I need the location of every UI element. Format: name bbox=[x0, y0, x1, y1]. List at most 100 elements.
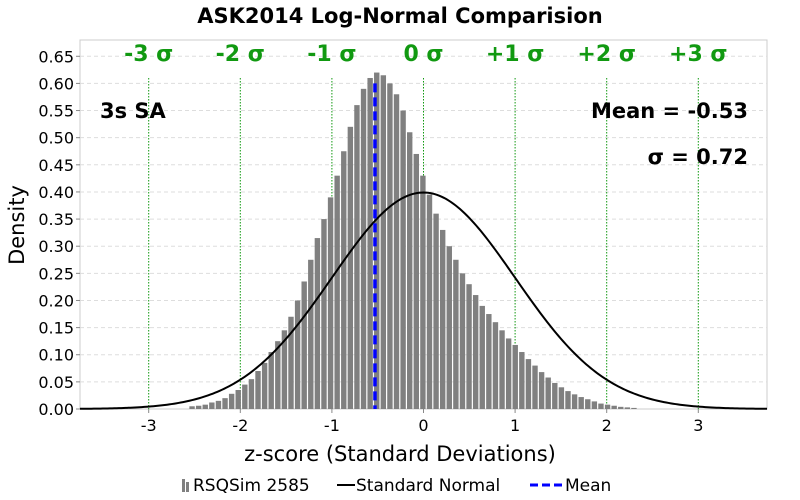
histogram-bar bbox=[499, 330, 505, 409]
sigma-label: -2 σ bbox=[216, 42, 265, 67]
legend-item-normal: Standard Normal bbox=[337, 476, 500, 496]
histogram-bar bbox=[446, 246, 452, 409]
x-tick-label: -3 bbox=[141, 416, 157, 435]
histogram-bar bbox=[591, 401, 598, 409]
y-tick-label: 0.50 bbox=[38, 129, 74, 148]
y-tick-label: 0.00 bbox=[38, 400, 74, 419]
histogram-bar bbox=[242, 384, 248, 409]
histogram-bar bbox=[400, 110, 406, 409]
histogram-bar bbox=[288, 316, 294, 409]
y-axis: 0.00 0.05 0.10 0.15 0.20 0.25 0.30 0.35 0.40 0.45… bbox=[38, 47, 80, 419]
legend: RSQSim 2585 Standard Normal Mean bbox=[182, 476, 611, 496]
histogram-bar bbox=[281, 330, 288, 409]
histogram-bar bbox=[327, 197, 334, 409]
histogram-bar bbox=[228, 393, 235, 409]
y-tick-label: 0.55 bbox=[38, 102, 74, 121]
histogram-bar bbox=[505, 338, 512, 409]
sigma-labels: -3 σ -2 σ -1 σ 0 σ +1 σ +2 σ +3 σ bbox=[124, 42, 727, 67]
histogram-bar bbox=[413, 153, 420, 409]
histogram-bar bbox=[314, 238, 321, 409]
y-tick-label: 0.15 bbox=[38, 319, 74, 338]
histogram-bar bbox=[321, 219, 327, 409]
legend-label-normal: Standard Normal bbox=[356, 476, 500, 496]
legend-swatch-histogram-2 bbox=[186, 482, 189, 492]
histogram-bar bbox=[255, 371, 261, 409]
histogram-bar bbox=[532, 365, 538, 409]
histogram-bar bbox=[479, 305, 485, 409]
histogram-bar bbox=[393, 94, 400, 409]
histogram-bar bbox=[407, 132, 413, 409]
histogram-bar bbox=[538, 372, 545, 409]
histogram-bar bbox=[525, 359, 532, 409]
y-tick-label: 0.20 bbox=[38, 291, 74, 310]
histogram-bar bbox=[433, 213, 439, 409]
histogram-bar bbox=[624, 407, 631, 409]
histogram-bar bbox=[387, 83, 393, 409]
period-annotation: 3s SA bbox=[100, 99, 167, 123]
mean-annotation: Mean = -0.53 bbox=[591, 99, 748, 123]
chart-title: ASK2014 Log-Normal Comparision bbox=[197, 4, 602, 28]
x-tick-label: -2 bbox=[232, 416, 248, 435]
x-tick-label: 3 bbox=[693, 416, 703, 435]
histogram-bar bbox=[453, 259, 459, 409]
y-tick-label: 0.35 bbox=[38, 210, 74, 229]
histogram-bar bbox=[235, 390, 241, 409]
histogram-bar bbox=[374, 72, 380, 409]
histogram-bar bbox=[202, 404, 208, 409]
legend-item-mean: Mean bbox=[530, 476, 611, 496]
histogram-bar bbox=[466, 284, 472, 409]
histogram-bar bbox=[512, 344, 518, 409]
histogram-bar bbox=[215, 400, 222, 409]
histogram-bar bbox=[426, 194, 433, 409]
y-tick-label: 0.25 bbox=[38, 264, 74, 283]
sigma-label: -1 σ bbox=[307, 42, 356, 67]
histogram-bar bbox=[578, 397, 584, 409]
histogram-bar bbox=[472, 295, 479, 409]
histogram-bar bbox=[308, 259, 314, 409]
histogram-bar bbox=[248, 379, 255, 409]
y-tick-label: 0.10 bbox=[38, 346, 74, 365]
y-axis-label: Density bbox=[5, 185, 29, 265]
legend-swatch-histogram bbox=[182, 479, 185, 492]
histogram-bar bbox=[380, 75, 387, 409]
y-tick-label: 0.60 bbox=[38, 74, 74, 93]
sigma-label: 0 σ bbox=[403, 42, 443, 67]
sigma-annotation: σ = 0.72 bbox=[648, 145, 748, 169]
histogram-bar bbox=[195, 405, 202, 409]
histogram-bar bbox=[420, 175, 426, 409]
x-axis: -3 -2 -1 0 1 2 3 bbox=[141, 409, 703, 435]
sigma-label: +3 σ bbox=[669, 42, 728, 67]
histogram-bar bbox=[565, 391, 571, 409]
histogram-bar bbox=[492, 322, 499, 409]
x-tick-label: 2 bbox=[602, 416, 612, 435]
histogram-bar bbox=[367, 77, 373, 409]
histogram-bar bbox=[604, 404, 611, 409]
histogram-bar bbox=[209, 402, 215, 409]
legend-item-histogram: RSQSim 2585 bbox=[182, 476, 310, 496]
histogram-bar bbox=[558, 387, 565, 409]
histogram-bar bbox=[354, 105, 360, 409]
histogram-bars bbox=[189, 72, 637, 410]
sigma-label: +1 σ bbox=[486, 42, 545, 67]
histogram-bar bbox=[545, 377, 551, 409]
histogram-bar bbox=[618, 406, 624, 409]
histogram-bar bbox=[341, 151, 347, 409]
y-tick-label: 0.65 bbox=[38, 47, 74, 66]
sigma-label: -3 σ bbox=[124, 42, 173, 67]
x-tick-label: -1 bbox=[324, 416, 340, 435]
x-axis-label: z-score (Standard Deviations) bbox=[244, 442, 556, 466]
histogram-bar bbox=[360, 88, 367, 410]
legend-label-histogram: RSQSim 2585 bbox=[193, 476, 310, 496]
histogram-bar bbox=[222, 398, 228, 409]
histogram-bar bbox=[347, 126, 354, 409]
histogram-bar bbox=[301, 281, 307, 409]
histogram-bar bbox=[334, 175, 340, 409]
histogram-bar bbox=[486, 314, 492, 409]
histogram-bar bbox=[189, 406, 195, 409]
histogram-bar bbox=[268, 352, 274, 409]
y-tick-label: 0.05 bbox=[38, 373, 74, 392]
y-tick-label: 0.45 bbox=[38, 156, 74, 175]
histogram-bar bbox=[631, 407, 637, 409]
x-tick-label: 1 bbox=[510, 416, 520, 435]
